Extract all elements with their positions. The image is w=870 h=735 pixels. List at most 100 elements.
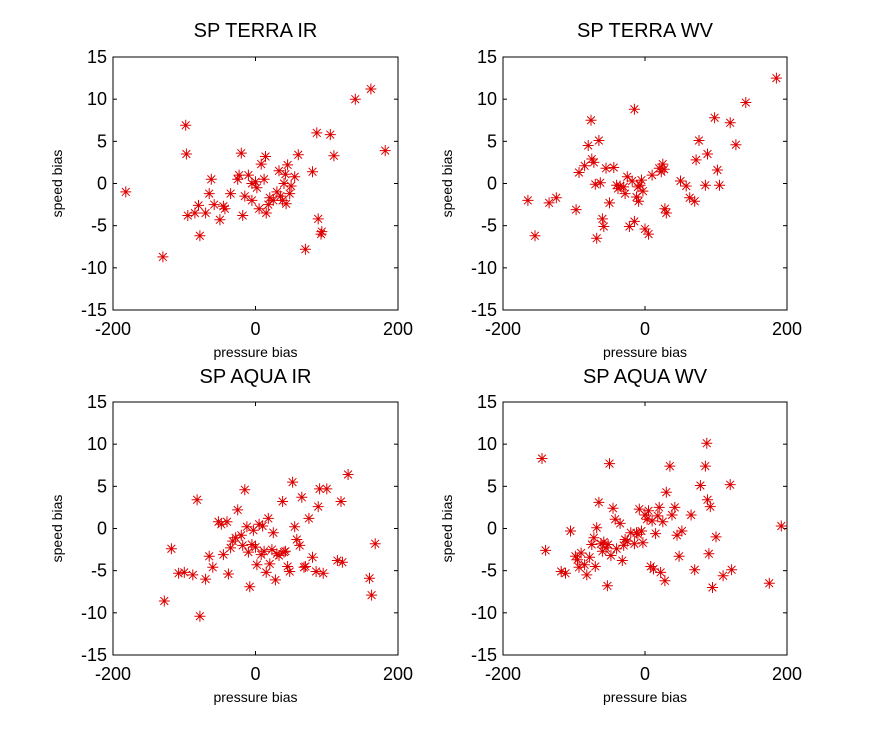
y-tick-label: 5 <box>97 131 107 151</box>
x-tick-label: -200 <box>95 319 131 339</box>
data-point <box>242 169 254 181</box>
data-point <box>315 228 327 240</box>
data-point <box>189 207 201 219</box>
data-point <box>621 171 633 183</box>
y-tick-label: 15 <box>477 47 497 67</box>
data-point <box>225 542 237 554</box>
data-point <box>775 520 787 532</box>
x-tick-label: 200 <box>772 664 802 684</box>
y-tick-label: 10 <box>477 89 497 109</box>
data-point <box>235 147 247 159</box>
data-points <box>158 469 381 622</box>
data-point <box>770 72 782 84</box>
chart-title: SP TERRA IR <box>194 20 318 42</box>
data-point <box>280 198 292 210</box>
data-point <box>689 195 701 207</box>
data-point <box>222 568 234 580</box>
data-point <box>522 194 534 206</box>
chart-panel-aqua-ir: SP AQUA IR pressure bias speed bias -200… <box>49 366 413 705</box>
data-point <box>607 502 619 514</box>
data-point <box>253 518 265 530</box>
data-point <box>648 563 659 575</box>
x-axis-ticks: -200 0 200 <box>485 57 802 339</box>
data-point <box>646 169 658 181</box>
data-point <box>555 566 567 577</box>
data-point <box>639 509 651 521</box>
data-point <box>324 129 336 141</box>
data-point <box>349 93 361 105</box>
data-point <box>628 103 640 115</box>
data-point <box>291 534 303 545</box>
data-point <box>641 513 653 525</box>
data-point <box>573 167 585 178</box>
data-point <box>292 149 304 161</box>
data-point <box>657 516 669 528</box>
y-tick-label: -15 <box>81 645 107 665</box>
data-point <box>714 179 725 191</box>
data-point <box>269 574 281 586</box>
data-point <box>317 567 329 579</box>
data-point <box>205 173 217 185</box>
data-point <box>582 140 594 151</box>
y-tick-label: 15 <box>477 392 497 412</box>
x-tick-label: 200 <box>383 664 413 684</box>
x-tick-label: -200 <box>485 664 521 684</box>
data-point <box>536 453 548 464</box>
data-point <box>178 566 190 578</box>
data-point <box>260 207 272 219</box>
data-point <box>596 213 608 225</box>
data-points <box>536 437 787 593</box>
data-point <box>255 158 267 170</box>
y-tick-label: -5 <box>91 561 107 581</box>
x-axis-label: pressure bias <box>603 689 687 705</box>
y-tick-label: -10 <box>471 603 497 623</box>
data-point <box>364 572 375 584</box>
x-tick-label: 0 <box>250 319 260 339</box>
data-points <box>522 72 782 244</box>
data-point <box>690 154 702 166</box>
y-tick-label: 5 <box>487 476 497 496</box>
data-point <box>194 230 206 242</box>
x-axis-ticks: -200 0 200 <box>95 402 413 684</box>
data-point <box>601 580 613 592</box>
data-point <box>251 182 263 194</box>
x-axis-label: pressure bias <box>213 344 297 360</box>
y-axis-ticks: -15 -10 -5 0 5 10 15 <box>471 392 787 665</box>
y-tick-label: -10 <box>81 258 107 278</box>
data-point <box>634 179 646 191</box>
data-point <box>237 539 249 551</box>
data-point <box>225 188 237 200</box>
data-point <box>200 207 212 219</box>
data-point <box>120 186 132 198</box>
data-point <box>598 221 610 232</box>
data-point <box>221 516 233 528</box>
data-point <box>611 179 623 191</box>
data-point <box>529 230 541 242</box>
data-point <box>257 520 269 532</box>
y-tick-label: 0 <box>487 174 497 194</box>
y-tick-label: 10 <box>477 434 497 454</box>
data-point <box>660 486 672 498</box>
data-point <box>671 529 683 541</box>
chart-panel-aqua-wv: SP AQUA WV pressure bias speed bias -200… <box>439 366 802 705</box>
data-point <box>369 538 381 550</box>
data-point <box>633 195 645 207</box>
data-point <box>702 148 713 160</box>
data-point <box>560 567 571 579</box>
data-point <box>246 178 258 189</box>
data-point <box>573 561 585 573</box>
data-point <box>242 546 254 558</box>
data-point <box>200 573 212 585</box>
data-point <box>285 180 297 192</box>
data-point <box>653 162 665 174</box>
data-point <box>273 165 285 177</box>
data-point <box>684 192 696 204</box>
data-point <box>271 186 283 198</box>
data-point <box>653 501 665 513</box>
data-point <box>289 171 301 183</box>
data-point <box>609 513 621 525</box>
data-point <box>664 460 676 472</box>
data-point <box>616 555 628 566</box>
x-tick-label: -200 <box>485 319 521 339</box>
data-point <box>331 555 343 566</box>
